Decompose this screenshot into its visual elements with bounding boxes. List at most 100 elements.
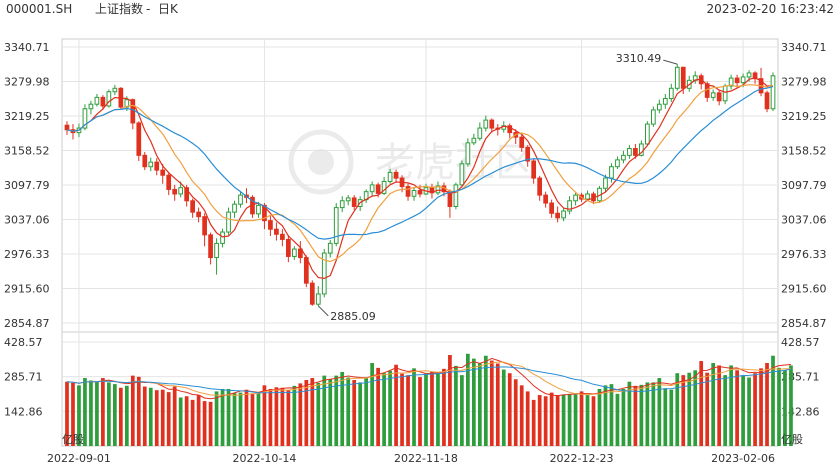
volume-bar [202,401,207,446]
candle-body [339,200,345,209]
volume-tick-right: 428.57 [781,336,820,349]
candle-body [172,188,178,195]
volume-bar [537,395,542,446]
candle-body [291,248,297,257]
candle-body [489,119,495,129]
volume-bar [101,378,105,446]
volume-bar [89,380,93,446]
volume-bar [430,371,434,446]
ma10-line [66,84,774,263]
volume-bar [107,382,111,446]
volume-bar [436,373,440,446]
candle-body [327,242,333,254]
volume-bar [657,378,662,446]
volume-bar [148,387,153,446]
candle-body [112,87,118,93]
candle-body [459,163,465,186]
volume-bar [394,364,398,446]
volume-bar [448,354,452,446]
low-pointer [317,305,329,317]
volume-bar [501,369,506,446]
candle-body [417,190,423,195]
volume-bar [226,388,231,446]
candle-body [752,72,758,80]
volume-bar [585,395,590,446]
candle-body [645,123,650,145]
candle-body [573,194,578,202]
price-tick-right: 3219.25 [781,110,827,123]
volume-bar [418,377,422,446]
volume-bar [358,382,363,446]
candle-body [662,98,668,105]
candle-body [166,174,172,190]
candle-body [303,257,309,284]
volume-bar [699,361,704,446]
price-tick-right: 3037.06 [781,214,827,227]
volume-bar [352,379,357,446]
volume-bar [274,387,279,446]
volume-bar [705,372,710,446]
candle-body [633,148,638,156]
candle-body [680,66,686,89]
high-pointer [663,59,678,65]
volume-bar [621,388,626,446]
candle-body [519,136,525,148]
volume-bar [627,381,632,446]
volume-bar [609,384,614,446]
volume-bar [412,368,416,446]
date-tick: 2022-10-14 [232,452,296,465]
volume-bar [286,390,291,446]
vol-ma20-line [66,366,792,394]
price-tick-right: 3158.52 [781,145,827,158]
volume-bar [316,382,321,446]
price-tick-right: 3340.71 [781,41,827,54]
candle-body [722,85,728,102]
volume-bar [370,363,374,446]
volume-bar [364,377,369,446]
volume-bar [759,368,763,446]
candle-body [220,231,225,244]
candle-body [609,166,614,179]
volume-bar [346,377,351,446]
candle-body [477,127,483,139]
volume-bar [406,375,410,446]
volume-bar [310,378,315,446]
low-label: 2885.09 [330,310,376,323]
candle-body [770,75,776,110]
candle-body [196,211,201,218]
candle-body [160,169,166,176]
candle-body [447,191,453,207]
candle-body [411,190,417,197]
candle-body [106,91,112,107]
candle-body [82,108,88,129]
volume-bar [250,393,255,446]
candle-body [627,148,632,156]
volume-bar [771,355,775,446]
price-tick-left: 3037.06 [4,214,50,227]
candle-body [202,216,207,236]
volume-bar [531,399,536,446]
candle-body [716,92,722,102]
volume-bar [262,385,267,446]
volume-bar [765,363,769,446]
volume-bar [669,389,674,446]
volume-bar [376,367,380,446]
timestamp: 2023-02-20 16:23:42 [707,2,834,16]
volume-bar [196,395,201,446]
candle-body [309,282,315,305]
volume-bar [723,375,727,446]
volume-bar [280,387,285,446]
volume-bar [513,379,518,446]
candle-body [280,233,285,240]
candle-body [710,92,716,98]
volume-bar [507,373,512,446]
candle-body [214,242,219,259]
volume-bar [573,393,578,446]
candle-body [381,180,387,194]
volume-bar [71,382,75,446]
candle-body [100,96,106,107]
volume-bar [178,397,183,446]
candle-body [142,154,148,168]
candle-body [603,177,608,189]
volume-bar [777,367,781,446]
